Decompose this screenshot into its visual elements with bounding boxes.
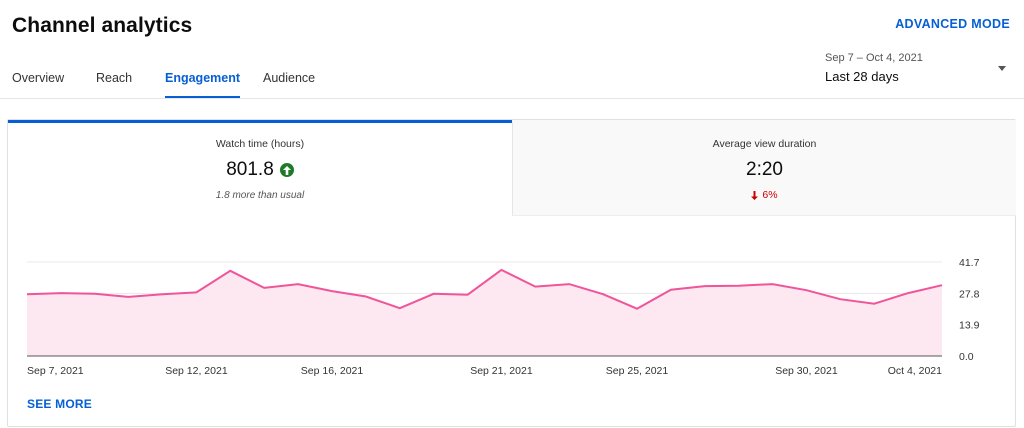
x-tick-label: Sep 30, 2021 [775, 365, 838, 377]
engagement-card: Watch time (hours) 801.8 1.8 more than u… [7, 119, 1016, 427]
date-period-text: Last 28 days [825, 69, 899, 84]
metric-label: Watch time (hours) [215, 138, 305, 150]
advanced-mode-link[interactable]: ADVANCED MODE [895, 17, 1010, 31]
tab-bar: Overview Reach Engagement Audience [0, 60, 700, 99]
tab-reach[interactable]: Reach [96, 71, 133, 85]
y-tick-label: 0.0 [959, 351, 974, 363]
x-tick-label: Oct 4, 2021 [888, 365, 942, 377]
see-more-link[interactable]: SEE MORE [27, 397, 92, 411]
metric-value-row: 801.8 [226, 159, 294, 181]
tab-engagement[interactable]: Engagement [165, 71, 241, 99]
date-range-selector[interactable]: Sep 7 – Oct 4, 2021 Last 28 days [825, 52, 923, 84]
watch-time-chart: Sep 7, 2021 Sep 12, 2021 Sep 16, 2021 Sep 2… [26, 257, 980, 377]
tab-overview[interactable]: Overview [12, 71, 65, 85]
chart-area [27, 269, 942, 356]
metric-average-view-duration[interactable]: Average view duration 2:20 6% [512, 120, 1016, 216]
x-tick-label: Sep 16, 2021 [301, 365, 364, 377]
metric-note: 1.8 more than usual [215, 190, 305, 201]
metric-watch-time[interactable]: Watch time (hours) 801.8 1.8 more than u… [8, 120, 512, 216]
y-tick-label: 27.8 [959, 288, 980, 300]
metric-value: 801.8 [226, 159, 274, 180]
x-tick-label: Sep 21, 2021 [470, 365, 533, 377]
x-tick-label: Sep 25, 2021 [606, 365, 669, 377]
x-tick-label: Sep 12, 2021 [165, 365, 228, 377]
arrow-up-circle-icon [279, 163, 294, 177]
y-tick-label: 13.9 [959, 320, 980, 332]
arrow-down-icon [751, 190, 759, 200]
x-tick-label: Sep 7, 2021 [27, 365, 84, 377]
metric-value-row: 2:20 [746, 159, 783, 181]
header-divider [0, 98, 1024, 99]
metric-label: Average view duration [712, 138, 817, 150]
y-tick-label: 41.7 [959, 257, 980, 269]
metric-value: 2:20 [746, 159, 783, 180]
chart-series-line [26, 268, 943, 310]
metric-change-value: 6% [762, 189, 778, 201]
caret-down-icon[interactable] [998, 66, 1006, 71]
tab-audience[interactable]: Audience [263, 71, 316, 85]
page-title: Channel analytics [12, 14, 193, 37]
metric-change: 6% [751, 189, 778, 201]
date-range-text: Sep 7 – Oct 4, 2021 [825, 52, 923, 64]
